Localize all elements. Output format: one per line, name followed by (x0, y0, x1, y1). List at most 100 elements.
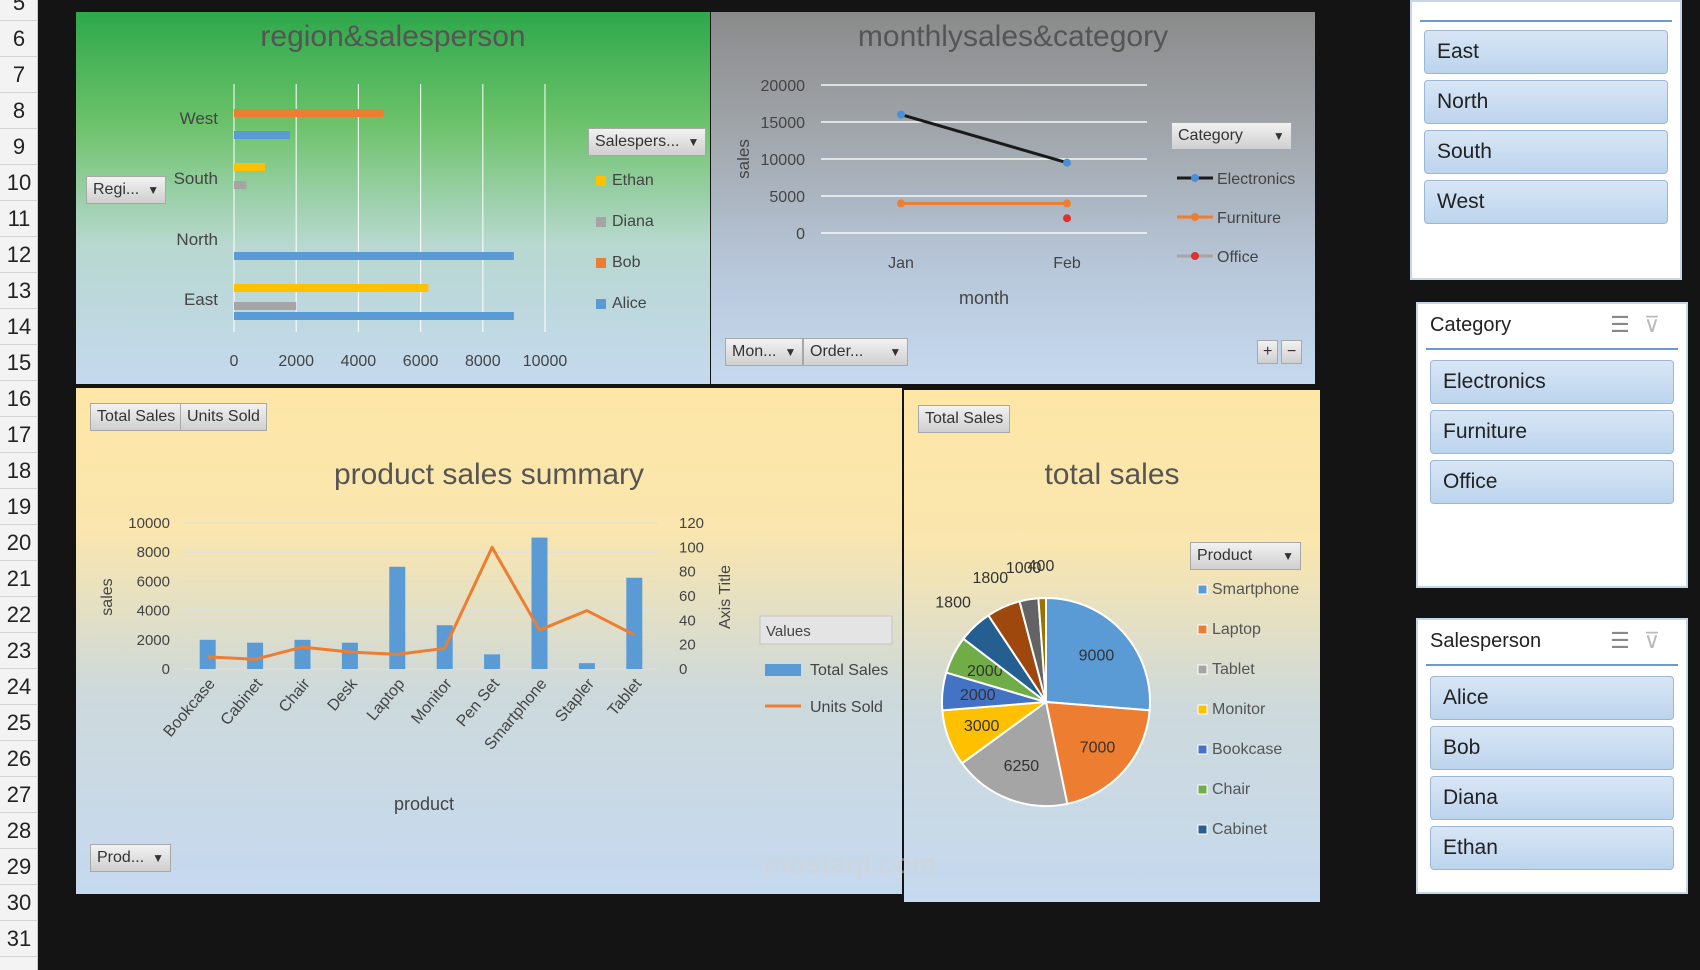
category-slicer-title: Category (1430, 314, 1512, 336)
bar-chair (294, 639, 311, 669)
category-legend-button[interactable]: Category ▼ (1171, 122, 1292, 150)
y2-tick-label: 100 (679, 539, 704, 556)
legend-label-cabinet: Cabinet (1212, 821, 1268, 838)
y2-tick-label: 60 (679, 588, 696, 605)
row-number: 16 (0, 381, 38, 417)
slicer-action-icons: ☰⊽ (1610, 312, 1674, 338)
salesperson-legend-button[interactable]: Salespers... ▼ (588, 128, 707, 156)
category-slicer-item-office[interactable]: Office (1430, 460, 1674, 504)
monthly-chart-panel[interactable]: monthlysales&category Category ▼ Mon... ▼ … (711, 12, 1315, 384)
region-slicer-item-south[interactable]: South (1424, 130, 1668, 174)
y-tick-label: 20000 (761, 78, 806, 95)
y-tick-label: 4000 (137, 603, 170, 620)
y-tick-label: 2000 (137, 632, 170, 649)
pie-data-label: 6250 (1004, 758, 1040, 775)
line-units-sold (207, 545, 635, 661)
category-slicer-item-furniture[interactable]: Furniture (1430, 410, 1674, 454)
multi-select-icon[interactable]: ☰ (1610, 628, 1644, 653)
row-number: 13 (0, 273, 38, 309)
x-tick-label: Tablet (605, 675, 646, 719)
salesperson-slicer-item-ethan[interactable]: Ethan (1430, 826, 1674, 870)
row-number: 14 (0, 309, 38, 345)
x-axis-label: month (959, 288, 1009, 308)
product-legend-button[interactable]: Product ▼ (1190, 542, 1302, 570)
legend-swatch-laptop (1197, 624, 1208, 635)
collapse-minus-button[interactable]: − (1281, 340, 1303, 364)
bar-diana-south (234, 181, 247, 189)
pie-chart-title: total sales (1044, 458, 1180, 491)
pie-data-label: 3000 (964, 718, 1000, 735)
product-chart-panel[interactable]: product sales summary Total Sales Units … (76, 388, 902, 894)
order-filter-button[interactable]: Order... ▼ (803, 338, 909, 366)
row-number: 25 (0, 705, 38, 741)
y-tick-label: 0 (796, 226, 805, 243)
row-number: 10 (0, 165, 38, 201)
legend-header-box (759, 615, 893, 645)
clear-filter-icon[interactable]: ⊽ (1643, 628, 1674, 653)
legend-label-tablet: Tablet (1212, 661, 1255, 678)
row-number: 21 (0, 561, 38, 597)
salesperson-slicer-item-alice[interactable]: Alice (1430, 676, 1674, 720)
legend-label-monitor: Monitor (1212, 701, 1266, 718)
y2-tick-label: 20 (679, 637, 696, 654)
category-slicer-item-electronics[interactable]: Electronics (1430, 360, 1674, 404)
legend-item-diana: Diana (596, 213, 654, 231)
watermark: mostaql.com (763, 848, 937, 879)
multi-select-icon[interactable]: ☰ (1610, 312, 1644, 337)
pie-data-label: 2000 (967, 663, 1003, 680)
x-tick-label: 6000 (403, 353, 439, 370)
x-tick-label: Feb (1053, 255, 1081, 272)
slicer-header-line (1426, 348, 1678, 350)
pie-data-label: 1000 (1006, 560, 1042, 577)
legend-item-alice: Alice (596, 295, 647, 313)
units-sold-field-button[interactable]: Units Sold (180, 403, 267, 431)
legend-label-bookcase: Bookcase (1212, 741, 1282, 758)
chevron-down-icon: ▼ (784, 345, 797, 359)
region-slicer-item-north[interactable]: North (1424, 80, 1668, 124)
row-number: 24 (0, 669, 38, 705)
x-tick-label: 10000 (523, 353, 568, 370)
y-category-label: South (174, 169, 218, 188)
product-filter-button[interactable]: Prod... ▼ (90, 844, 172, 872)
y-tick-label: 5000 (769, 189, 805, 206)
row-number: 12 (0, 237, 38, 273)
y-tick-label: 10000 (761, 152, 806, 169)
salesperson-slicer: Salesperson ☰⊽ Alice Bob Diana Ethan (1416, 618, 1688, 894)
legend-label: Alice (612, 295, 647, 312)
order-filter-label: Order... (810, 343, 864, 360)
total-sales-panel[interactable]: total sales Total Sales Product ▼ 9000 700… (904, 390, 1320, 902)
region-chart-panel[interactable]: region&salesperson Regi... ▼ Salespers...… (76, 12, 710, 384)
expand-plus-button[interactable]: + (1257, 340, 1279, 364)
point-furniture (1063, 199, 1071, 208)
bar-alice-west (234, 131, 290, 139)
salesperson-slicer-item-diana[interactable]: Diana (1430, 776, 1674, 820)
row-number: 18 (0, 453, 38, 489)
pie-chart: 900070006250300020002000180018001000400S… (935, 558, 1299, 838)
x-tick-label: Monitor (408, 675, 456, 727)
region-slicer-item-west[interactable]: West (1424, 180, 1668, 224)
region-slicer-item-east[interactable]: East (1424, 30, 1668, 74)
month-filter-button[interactable]: Mon... ▼ (725, 338, 804, 366)
row-number: 19 (0, 489, 38, 525)
pie-slice-smartphone (1045, 596, 1151, 712)
y-axis-label: sales (99, 578, 116, 615)
region-filter-label: Regi... (93, 181, 140, 198)
x-tick-label: 4000 (341, 353, 377, 370)
y2-axis-label: Axis Title (717, 565, 734, 629)
x-tick-label: 0 (230, 353, 239, 370)
clear-filter-icon[interactable]: ⊽ (1643, 312, 1674, 337)
salesperson-slicer-item-bob[interactable]: Bob (1430, 726, 1674, 770)
region-chart-title: region&salesperson (260, 20, 526, 53)
point-furniture (897, 199, 905, 208)
region-filter-button[interactable]: Regi... ▼ (86, 176, 167, 204)
bar-diana-east (234, 302, 297, 310)
y2-tick-label: 120 (679, 515, 704, 532)
x-axis-label: product (394, 794, 454, 814)
slicer-action-icons: ☰⊽ (1610, 628, 1674, 654)
row-number: 30 (0, 885, 38, 921)
pie-total-sales-field-button[interactable]: Total Sales (918, 405, 1011, 433)
y2-tick-label: 80 (679, 564, 696, 581)
total-sales-field-button[interactable]: Total Sales (90, 403, 183, 431)
legend-label-smartphone: Smartphone (1212, 581, 1299, 598)
